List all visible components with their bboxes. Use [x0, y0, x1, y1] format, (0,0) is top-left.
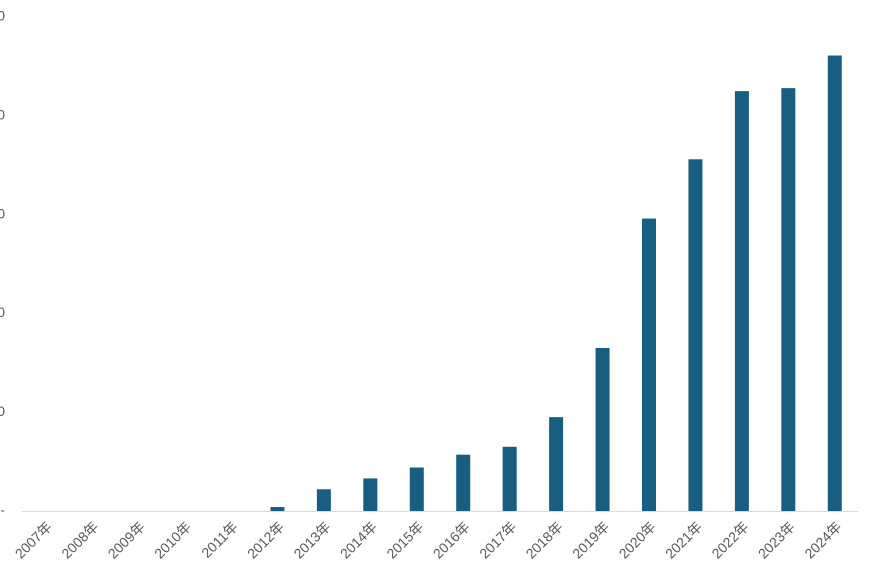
bar: [316, 489, 331, 511]
x-tick-label: 2011年: [198, 518, 241, 561]
x-tick-label: 2015年: [383, 518, 426, 561]
y-tick-label: -: [0, 502, 5, 518]
y-tick-label: 200: [0, 304, 5, 320]
x-tick-label: 2018年: [523, 518, 566, 561]
x-tick-label: 2022年: [708, 518, 751, 561]
bar: [827, 55, 842, 511]
bar: [502, 446, 517, 511]
x-tick-label: 2023年: [755, 518, 798, 561]
x-tick-label: 2009年: [105, 518, 148, 561]
x-tick-label: 2007年: [12, 518, 55, 561]
x-tick-label: 2010年: [151, 518, 194, 561]
y-tick-label: 100: [0, 403, 5, 419]
bar: [642, 218, 656, 511]
y-tick-label: 400: [0, 107, 5, 123]
bar: [363, 478, 378, 511]
x-tick-label: 2019年: [569, 518, 612, 561]
bar: [595, 347, 610, 511]
bar: [409, 467, 424, 511]
x-tick-label: 2016年: [430, 518, 473, 561]
x-tick-label: 2017年: [476, 518, 519, 561]
x-tick-label: 2021年: [662, 518, 705, 561]
bar: [456, 454, 471, 511]
bar: [734, 91, 749, 511]
bar: [688, 159, 703, 511]
y-tick-label: 500: [0, 8, 5, 24]
x-tick-label: 2014年: [337, 518, 380, 561]
x-tick-label: 2008年: [58, 518, 101, 561]
x-tick-label: 2013年: [290, 518, 333, 561]
bar: [781, 88, 796, 512]
x-tick-label: 2012年: [244, 518, 287, 561]
bar: [270, 507, 285, 511]
x-tick-label: 2024年: [801, 518, 844, 561]
bar: [549, 417, 564, 511]
y-tick-label: 300: [0, 205, 5, 221]
x-tick-label: 2020年: [615, 518, 658, 561]
